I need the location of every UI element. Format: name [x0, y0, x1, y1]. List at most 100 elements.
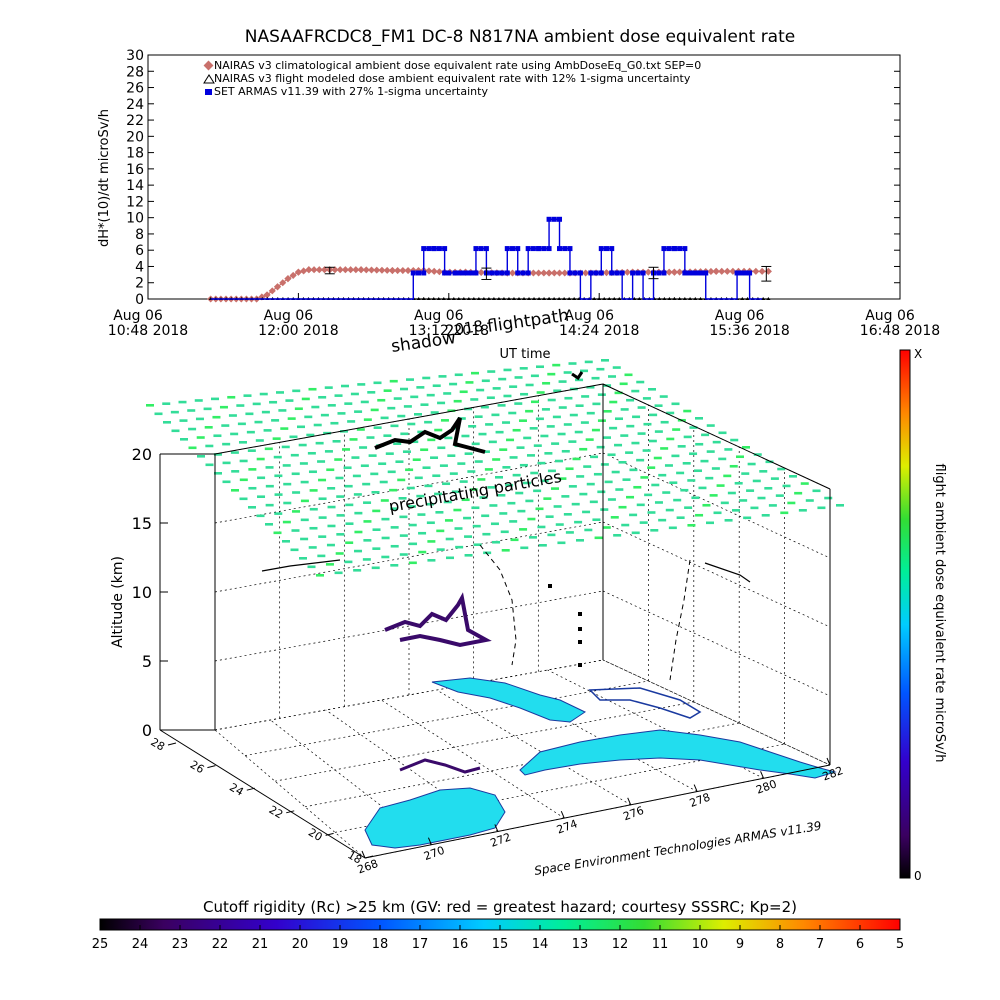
- precip-mark: [248, 506, 256, 509]
- precip-mark: [654, 430, 663, 433]
- flightpath-track: [374, 416, 486, 454]
- data-point: [421, 297, 426, 300]
- precip-mark: [626, 424, 635, 428]
- precip-mark: [609, 400, 618, 404]
- precip-mark: [469, 488, 478, 491]
- precip-mark: [451, 490, 460, 494]
- precip-mark: [487, 370, 496, 373]
- data-point: [640, 270, 646, 276]
- precip-mark: [467, 470, 476, 473]
- land-bahamas-outline: [588, 687, 702, 719]
- precip-mark: [540, 479, 549, 483]
- precip-mark: [626, 398, 635, 402]
- precip-mark: [239, 459, 248, 463]
- precip-mark: [637, 432, 646, 435]
- precip-mark: [492, 540, 501, 544]
- data-point: [489, 270, 495, 276]
- precip-mark: [631, 531, 640, 535]
- precip-mark: [403, 405, 412, 408]
- precip-mark: [337, 412, 346, 415]
- precip-mark: [753, 453, 762, 456]
- precip-mark: [622, 478, 631, 481]
- precip-mark: [613, 534, 622, 537]
- x-tick-label-date: Aug 06: [715, 308, 765, 324]
- precip-mark: [695, 417, 703, 420]
- precip-mark: [281, 445, 290, 449]
- legend-label-nairas-flight: NAIRAS v3 flight modeled dose ambient eq…: [214, 72, 691, 85]
- precip-mark: [741, 472, 750, 475]
- precip-mark: [523, 436, 532, 440]
- precip-mark: [372, 509, 381, 513]
- colorbar-tick-label: 10: [692, 937, 709, 952]
- precip-mark: [487, 486, 496, 489]
- data-point: [388, 266, 396, 275]
- precip-mark: [600, 463, 609, 466]
- data-point: [478, 246, 484, 252]
- precip-mark: [464, 407, 473, 411]
- precip-mark: [535, 417, 544, 421]
- colorbar-tick-label: 13: [572, 937, 589, 952]
- precip-mark: [371, 491, 380, 494]
- precip-mark: [706, 450, 715, 453]
- data-point: [399, 266, 407, 275]
- precip-mark: [414, 413, 422, 416]
- lat-tick-label: 22: [267, 803, 286, 821]
- precip-mark: [400, 432, 409, 436]
- colorbar-tick-label: 24: [132, 937, 149, 952]
- 3d-axes: 0510152026827027227427627828028228262422…: [132, 383, 845, 876]
- data-point: [609, 270, 615, 276]
- precip-mark: [265, 484, 274, 488]
- legend-marker-nairas-clim: [203, 60, 214, 71]
- precip-mark: [514, 376, 523, 379]
- y-tick-label: 20: [126, 129, 144, 145]
- precip-mark: [269, 400, 278, 404]
- precip-mark: [444, 436, 453, 440]
- precip-mark: [592, 402, 601, 406]
- precip-mark: [739, 499, 748, 502]
- land-yucatan: [364, 787, 506, 849]
- precip-mark: [485, 423, 494, 426]
- precip-mark: [273, 455, 282, 459]
- data-point: [557, 297, 562, 300]
- precip-mark: [197, 455, 205, 458]
- precip-mark: [238, 441, 247, 444]
- precip-mark: [659, 395, 668, 398]
- time-series-marks: [207, 216, 772, 303]
- precip-mark: [503, 368, 512, 372]
- precip-mark: [536, 365, 544, 369]
- data-point: [540, 269, 548, 277]
- data-point: [690, 270, 696, 276]
- data-point: [637, 297, 642, 300]
- x-tick-label-time: 16:48 2018: [860, 323, 940, 339]
- data-point: [515, 270, 521, 276]
- precip-mark: [370, 408, 379, 412]
- precip-mark: [264, 447, 273, 451]
- data-point: [466, 297, 471, 300]
- precip-mark: [325, 563, 334, 566]
- lat-tick-label: 26: [188, 758, 207, 776]
- data-point: [745, 297, 750, 300]
- precip-mark: [514, 402, 523, 405]
- precip-mark: [228, 414, 237, 417]
- lon-tick: [494, 824, 499, 832]
- data-point: [657, 297, 662, 300]
- precip-mark: [367, 391, 376, 394]
- data-point: [535, 269, 543, 277]
- precip-mark: [289, 435, 298, 439]
- precip-mark: [536, 391, 545, 394]
- data-point: [557, 246, 563, 252]
- data-point: [761, 297, 766, 300]
- precip-mark: [478, 432, 487, 436]
- precip-mark: [318, 395, 327, 399]
- grid-line: [270, 719, 432, 845]
- precip-mark: [497, 404, 506, 407]
- precip-mark: [231, 489, 239, 492]
- precip-mark: [370, 472, 379, 476]
- precip-mark: [309, 489, 318, 492]
- precip-mark: [596, 367, 605, 371]
- precip-mark: [787, 501, 796, 505]
- precip-mark: [461, 498, 470, 502]
- precip-mark: [817, 506, 826, 510]
- data-point: [504, 246, 510, 252]
- x-tick-label-time: 13:12 2018: [409, 323, 489, 339]
